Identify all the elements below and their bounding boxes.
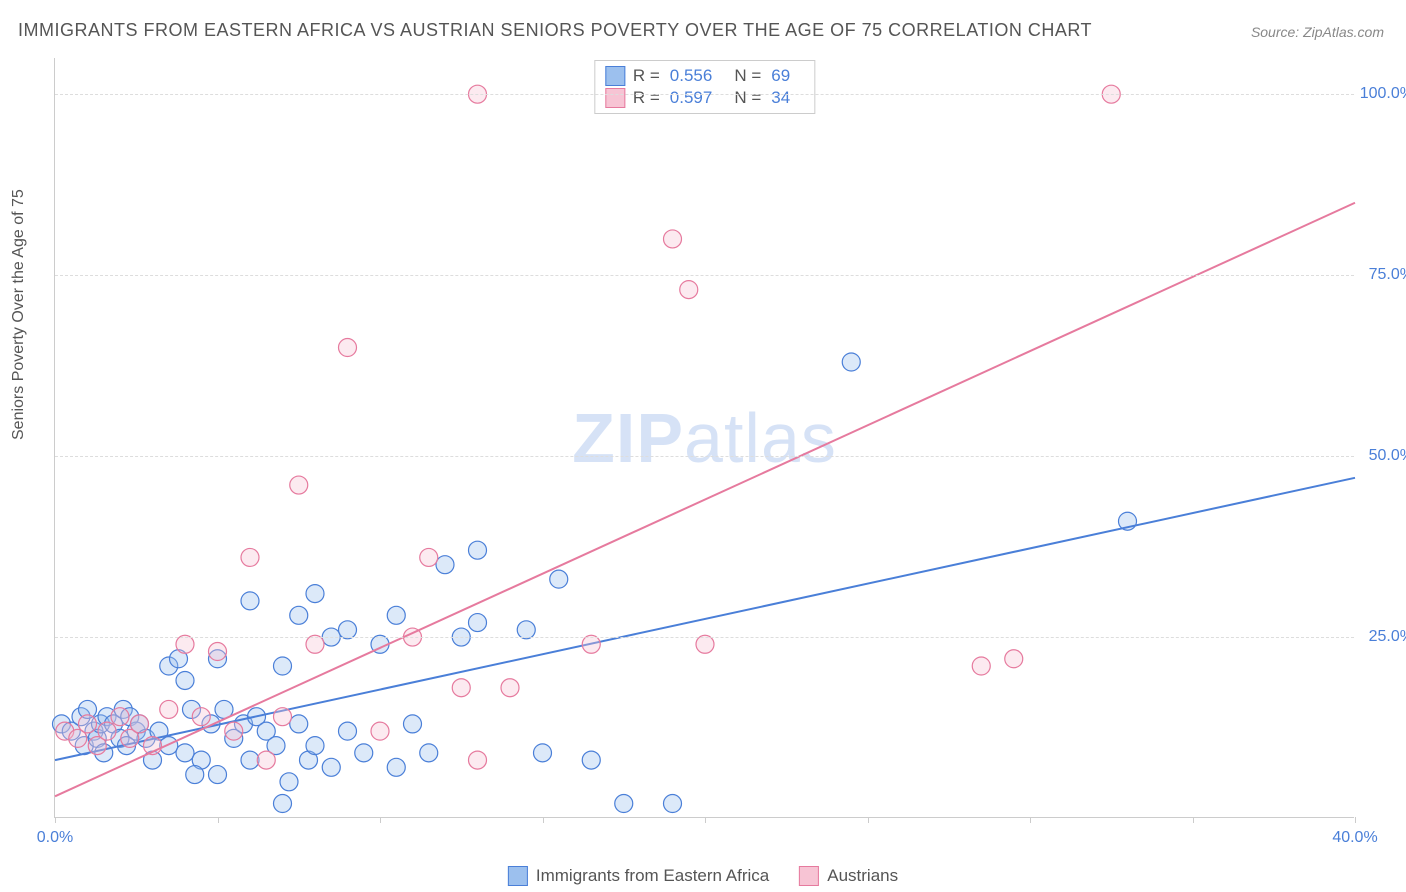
legend-item-series2: Austrians xyxy=(799,866,898,886)
data-point xyxy=(225,722,243,740)
data-point xyxy=(972,657,990,675)
gridline-h xyxy=(55,456,1354,457)
data-point xyxy=(615,795,633,813)
data-point xyxy=(322,758,340,776)
y-tick-label: 75.0% xyxy=(1369,266,1406,284)
n-value-series1: 69 xyxy=(771,66,790,86)
x-tick xyxy=(380,817,381,823)
swatch-series2-bottom xyxy=(799,866,819,886)
x-tick xyxy=(1355,817,1356,823)
r-label: R = xyxy=(633,66,660,86)
data-point xyxy=(387,758,405,776)
data-point xyxy=(452,679,470,697)
data-point xyxy=(680,281,698,299)
data-point xyxy=(664,230,682,248)
data-point xyxy=(131,715,149,733)
x-tick-label: 0.0% xyxy=(37,829,73,847)
x-tick xyxy=(1030,817,1031,823)
data-point xyxy=(111,708,129,726)
data-point xyxy=(306,737,324,755)
data-point xyxy=(469,541,487,559)
data-point xyxy=(469,751,487,769)
r-label: R = xyxy=(633,88,660,108)
data-point xyxy=(290,476,308,494)
y-tick-label: 100.0% xyxy=(1360,85,1406,103)
y-axis-label: Seniors Poverty Over the Age of 75 xyxy=(10,189,28,440)
r-value-series1: 0.556 xyxy=(670,66,713,86)
data-point xyxy=(582,751,600,769)
data-point xyxy=(1005,650,1023,668)
n-label: N = xyxy=(734,66,761,86)
swatch-series1-bottom xyxy=(508,866,528,886)
n-value-series2: 34 xyxy=(771,88,790,108)
scatter-svg xyxy=(55,58,1354,817)
trendline xyxy=(55,478,1355,760)
legend-item-series1: Immigrants from Eastern Africa xyxy=(508,866,769,886)
data-point xyxy=(550,570,568,588)
legend-row-series1: R = 0.556 N = 69 xyxy=(605,65,804,87)
data-point xyxy=(274,708,292,726)
gridline-h xyxy=(55,637,1354,638)
data-point xyxy=(469,614,487,632)
swatch-series1 xyxy=(605,66,625,86)
data-point xyxy=(209,766,227,784)
data-point xyxy=(241,751,259,769)
data-point xyxy=(176,671,194,689)
legend-label-series1: Immigrants from Eastern Africa xyxy=(536,866,769,886)
correlation-legend: R = 0.556 N = 69 R = 0.597 N = 34 xyxy=(594,60,815,114)
data-point xyxy=(404,715,422,733)
gridline-h xyxy=(55,275,1354,276)
data-point xyxy=(339,339,357,357)
data-point xyxy=(274,795,292,813)
gridline-h xyxy=(55,94,1354,95)
n-label: N = xyxy=(734,88,761,108)
series-legend: Immigrants from Eastern Africa Austrians xyxy=(498,866,908,886)
data-point xyxy=(209,643,227,661)
x-tick xyxy=(543,817,544,823)
data-point xyxy=(420,744,438,762)
data-point xyxy=(339,722,357,740)
data-point xyxy=(98,722,116,740)
data-point xyxy=(371,722,389,740)
data-point xyxy=(387,606,405,624)
data-point xyxy=(79,715,97,733)
x-tick xyxy=(705,817,706,823)
data-point xyxy=(290,606,308,624)
y-tick-label: 25.0% xyxy=(1369,628,1406,646)
data-point xyxy=(241,592,259,610)
data-point xyxy=(186,766,204,784)
data-point xyxy=(176,744,194,762)
swatch-series2 xyxy=(605,88,625,108)
data-point xyxy=(534,744,552,762)
chart-title: IMMIGRANTS FROM EASTERN AFRICA VS AUSTRI… xyxy=(18,20,1092,41)
x-tick xyxy=(218,817,219,823)
x-tick xyxy=(1193,817,1194,823)
data-point xyxy=(306,585,324,603)
data-point xyxy=(501,679,519,697)
data-point xyxy=(160,737,178,755)
r-value-series2: 0.597 xyxy=(670,88,713,108)
data-point xyxy=(241,548,259,566)
data-point xyxy=(420,548,438,566)
data-point xyxy=(280,773,298,791)
data-point xyxy=(290,715,308,733)
data-point xyxy=(355,744,373,762)
data-point xyxy=(160,700,178,718)
legend-row-series2: R = 0.597 N = 34 xyxy=(605,87,804,109)
trendline xyxy=(55,203,1355,797)
data-point xyxy=(257,751,275,769)
data-point xyxy=(436,556,454,574)
x-tick xyxy=(868,817,869,823)
legend-label-series2: Austrians xyxy=(827,866,898,886)
data-point xyxy=(274,657,292,675)
data-point xyxy=(664,795,682,813)
x-tick xyxy=(55,817,56,823)
x-tick-label: 40.0% xyxy=(1332,829,1377,847)
y-tick-label: 50.0% xyxy=(1369,447,1406,465)
data-point xyxy=(842,353,860,371)
data-point xyxy=(192,708,210,726)
source-attribution: Source: ZipAtlas.com xyxy=(1251,24,1384,40)
chart-plot-area: ZIPatlas R = 0.556 N = 69 R = 0.597 N = … xyxy=(54,58,1354,818)
